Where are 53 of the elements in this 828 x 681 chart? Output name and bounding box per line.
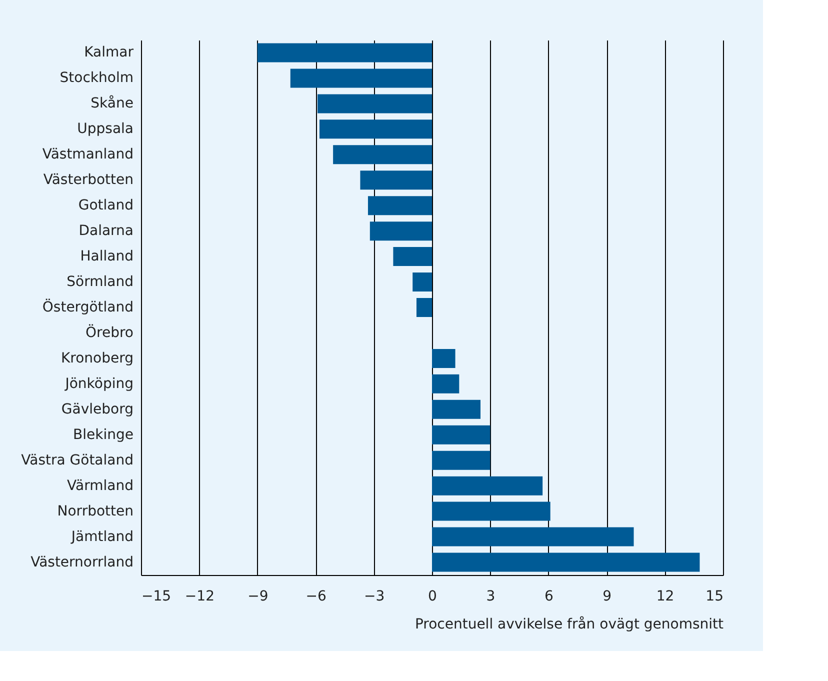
- bar: [257, 43, 432, 62]
- bar: [368, 196, 432, 216]
- bar: [319, 120, 432, 139]
- y-tick-label: Kronoberg: [60, 350, 134, 366]
- bar: [432, 348, 456, 368]
- bar: [370, 222, 432, 241]
- bar: [432, 502, 550, 521]
- bar: [432, 400, 480, 419]
- bar: [393, 247, 432, 266]
- bar: [416, 298, 432, 317]
- y-tick-label: Blekinge: [73, 426, 134, 443]
- y-tick-label: Skåne: [90, 94, 134, 112]
- bar: [432, 450, 490, 470]
- x-tick-label: 3: [486, 588, 496, 604]
- x-tick-label: 12: [656, 588, 674, 604]
- bar: [432, 552, 700, 572]
- y-tick-label: Dalarna: [78, 223, 134, 240]
- y-tick-label: Värmland: [67, 478, 134, 494]
- x-tick-label: −12: [184, 588, 214, 604]
- bar: [318, 94, 432, 114]
- y-tick-label: Kalmar: [84, 44, 134, 61]
- y-tick-label: Örebro: [86, 324, 134, 341]
- x-tick-label: −9: [248, 588, 268, 604]
- bar: [412, 272, 432, 292]
- y-tick-label: Uppsala: [77, 121, 134, 138]
- x-tick-label: −6: [306, 588, 327, 604]
- y-tick-label: Stockholm: [60, 70, 134, 86]
- x-tick-label: −3: [364, 588, 385, 604]
- y-tick-label: Jönköping: [64, 376, 134, 392]
- y-tick-label: Västerbotten: [43, 172, 134, 188]
- y-tick-label: Västernorrland: [30, 554, 134, 570]
- bar: [432, 425, 490, 444]
- y-tick-label: Jämtland: [70, 528, 134, 545]
- y-tick-label: Halland: [80, 248, 134, 265]
- y-tick-label: Gävleborg: [61, 401, 134, 418]
- x-tick-label: 15: [706, 588, 724, 604]
- bar: [333, 145, 432, 164]
- bar: [360, 170, 432, 190]
- bar: [432, 527, 634, 546]
- y-tick-label: Gotland: [78, 198, 134, 214]
- x-axis-title: Procentuell avvikelse från ovägt genomsnitt: [414, 616, 724, 632]
- y-tick-label: Västra Götaland: [21, 452, 134, 468]
- x-tick-label: −15: [142, 588, 172, 604]
- y-tick-label: Norrbotten: [57, 503, 134, 520]
- bar: [290, 68, 432, 88]
- y-tick-label: Sörmland: [66, 274, 134, 290]
- bar: [432, 374, 460, 394]
- x-tick-label: 0: [428, 588, 437, 604]
- x-tick-label: 9: [602, 588, 612, 604]
- y-tick-label: Västmanland: [42, 146, 134, 163]
- x-tick-label: 6: [544, 588, 554, 604]
- bar: [432, 476, 543, 496]
- y-tick-label: Östergötland: [42, 298, 134, 316]
